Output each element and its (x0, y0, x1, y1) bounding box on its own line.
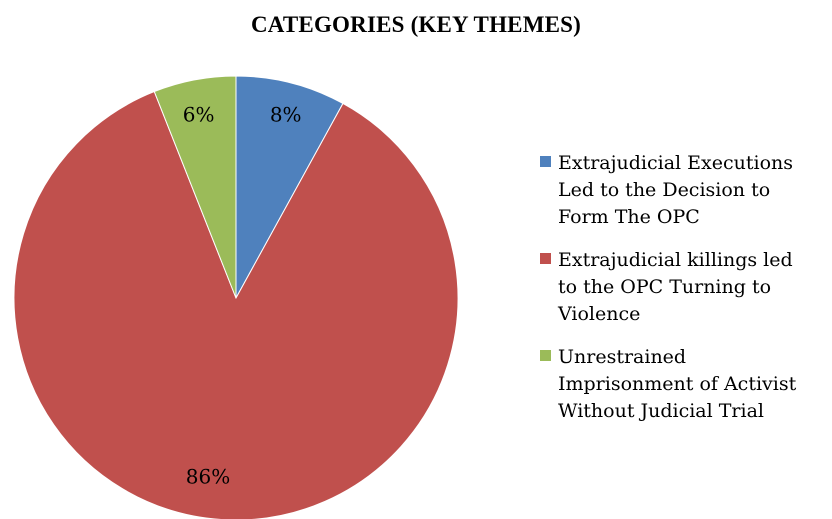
pie-slice (13, 90, 459, 519)
pie-slice (153, 75, 237, 299)
legend-label: Led to the Decision to (558, 179, 771, 201)
pie-slice (235, 75, 344, 299)
slice-data-label: 8% (270, 103, 302, 127)
legend: Extrajudicial Executions Led to the Decis… (540, 150, 832, 441)
legend-label: Form The OPC (558, 206, 700, 228)
legend-label: Imprisonment of Activist (558, 373, 797, 395)
pie-chart: 8% 86% 6% (13, 75, 459, 519)
legend-item: Unrestrained Imprisonment of Activist With… (540, 344, 832, 425)
legend-label: Extrajudicial Executions (558, 152, 794, 174)
legend-item: Extrajudicial Executions Led to the Decis… (540, 150, 832, 231)
legend-swatch (540, 350, 551, 361)
legend-swatch (540, 156, 551, 167)
legend-label: Extrajudicial killings led (558, 249, 793, 271)
slice-data-label: 6% (183, 103, 215, 127)
chart-title: CATEGORIES (KEY THEMES) (250, 12, 582, 37)
legend-label: to the OPC Turning to (558, 276, 772, 298)
legend-label: Unrestrained (558, 346, 687, 368)
legend-label: Violence (558, 303, 641, 325)
legend-item: Extrajudicial killings led to the OPC Tur… (540, 247, 832, 328)
legend-label: Without Judicial Trial (558, 400, 764, 422)
slice-data-label: 86% (186, 465, 230, 489)
legend-swatch (540, 253, 551, 264)
